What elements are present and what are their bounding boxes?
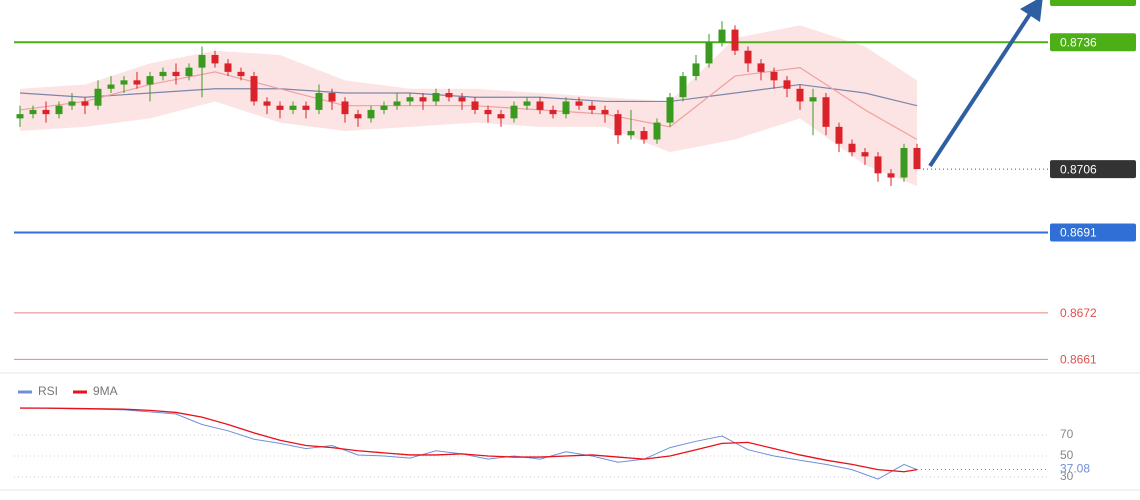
candle-body <box>497 114 505 119</box>
candle-body <box>172 71 180 77</box>
last-price-tag <box>1050 160 1136 179</box>
candle-body <box>198 54 206 68</box>
candle-body <box>822 97 830 127</box>
candle-body <box>55 105 63 115</box>
level-label: 0.8691 <box>1060 226 1097 240</box>
candle-body <box>432 93 440 102</box>
candle-body <box>406 97 414 102</box>
series-line <box>19 407 918 473</box>
candle-body <box>887 173 895 178</box>
candle-body <box>900 147 908 178</box>
candle-body <box>705 42 713 64</box>
candle-body <box>419 97 427 102</box>
candle-body <box>770 71 778 81</box>
forecast-arrow <box>928 12 1032 168</box>
candle-body <box>380 105 388 110</box>
candle-body <box>666 97 674 123</box>
level-label: 0.8672 <box>1060 306 1097 320</box>
candle-body <box>601 109 609 115</box>
candle-body <box>471 101 479 110</box>
candle-body <box>211 54 219 64</box>
candle-body <box>107 84 115 89</box>
candle-body <box>445 93 453 98</box>
candle-body <box>588 105 596 110</box>
candle-body <box>393 101 401 106</box>
legend-label: RSI <box>38 384 58 398</box>
candle-body <box>484 109 492 115</box>
last-price-label: 0.8706 <box>1060 162 1097 176</box>
candle-body <box>692 63 700 77</box>
candle-body <box>289 105 297 110</box>
candle-body <box>276 105 284 110</box>
candle-body <box>16 114 24 119</box>
candle-body <box>653 122 661 140</box>
y-tick-label: 30 <box>1060 469 1074 483</box>
candle-body <box>679 76 687 98</box>
candle-body <box>913 147 921 170</box>
candle-body <box>510 105 518 119</box>
candle-body <box>783 80 791 89</box>
candle-body <box>68 101 76 106</box>
candle-body <box>874 156 882 174</box>
level-label: 0.8661 <box>1060 352 1097 366</box>
candle-body <box>146 76 154 85</box>
candle-body <box>640 131 648 140</box>
candle-body <box>861 152 869 157</box>
candle-body <box>718 29 726 43</box>
candle-body <box>627 131 635 136</box>
level-tag <box>1050 223 1136 242</box>
rsi-pane: 70 50 30 RSI 9MA 37.08 <box>14 384 1090 483</box>
candle-body <box>848 143 856 153</box>
candle-body <box>549 109 557 115</box>
candle-body <box>835 126 843 144</box>
candle-body <box>185 67 193 77</box>
candle-body <box>536 101 544 110</box>
candle-body <box>120 80 128 85</box>
candle-body <box>575 101 583 106</box>
candle-body <box>341 101 349 115</box>
candle-body <box>29 109 37 115</box>
level-label: 0.8736 <box>1060 35 1097 49</box>
y-tick-label: 70 <box>1060 427 1074 441</box>
candle-body <box>614 114 622 136</box>
level-tag <box>1050 33 1136 52</box>
candle-body <box>159 71 167 77</box>
candle-body <box>367 109 375 119</box>
candle-body <box>315 93 323 110</box>
candle-body <box>731 29 739 51</box>
candle-body <box>250 76 258 102</box>
candle-body <box>302 105 310 110</box>
candle-body <box>237 71 245 77</box>
candle-body <box>744 50 752 64</box>
candle-body <box>523 101 531 106</box>
candle-body <box>757 63 765 72</box>
series-line <box>19 407 918 480</box>
candle-body <box>94 88 102 106</box>
candle-body <box>81 101 89 106</box>
candle-body <box>42 109 50 115</box>
target-tag <box>1050 0 1136 6</box>
candle-body <box>562 101 570 115</box>
price-pane: 0.8736 0.8691 0.8672 0.8661 0.8706 <box>14 21 1136 366</box>
candle-body <box>354 114 362 119</box>
last-rsi-label: 37.08 <box>1060 462 1090 476</box>
candle-body <box>809 97 817 102</box>
candle-body <box>796 88 804 102</box>
legend-label: 9MA <box>93 384 118 398</box>
candle-body <box>263 101 271 106</box>
forecast-arrowhead <box>1020 0 1043 22</box>
candle-body <box>224 63 232 72</box>
candle-body <box>133 80 141 85</box>
candle-body <box>328 93 336 102</box>
candle-body <box>458 97 466 102</box>
y-tick-label: 50 <box>1060 448 1074 462</box>
